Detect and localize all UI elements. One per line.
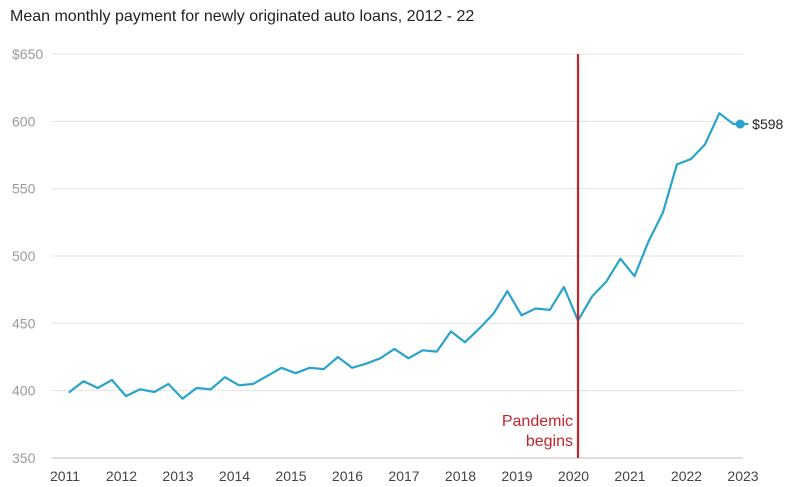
series-line xyxy=(68,112,749,400)
y-tick-label: 400 xyxy=(12,383,36,399)
x-axis-ticks: 2011 2012 2013 2014 2015 2016 2017 2018 2019 2020… xyxy=(50,468,759,484)
gridlines xyxy=(52,53,743,459)
pandemic-annotation: Pandemic begins xyxy=(502,54,580,458)
x-tick-label: 2016 xyxy=(332,468,363,484)
y-tick-label: 550 xyxy=(12,181,36,197)
x-tick-label: 2022 xyxy=(671,468,702,484)
end-point-label: $598 xyxy=(752,116,783,132)
x-tick-label: 2014 xyxy=(219,468,250,484)
x-tick-label: 2015 xyxy=(275,468,306,484)
x-tick-label: 2020 xyxy=(558,468,589,484)
x-tick-label: 2017 xyxy=(388,468,419,484)
x-tick-label: 2018 xyxy=(445,468,476,484)
pandemic-annotation-label: begins xyxy=(526,433,573,450)
series-group: $598 xyxy=(68,112,784,400)
y-tick-label: 450 xyxy=(12,315,36,331)
x-tick-label: 2019 xyxy=(501,468,532,484)
y-axis-ticks: $650 600 550 500 450 400 350 xyxy=(12,46,43,466)
pandemic-annotation-label: Pandemic xyxy=(502,413,573,430)
x-tick-label: 2023 xyxy=(727,468,758,484)
chart-title: Mean monthly payment for newly originate… xyxy=(10,8,475,25)
x-tick-label: 2011 xyxy=(50,468,80,484)
y-tick-label: 350 xyxy=(12,450,36,466)
x-tick-label: 2013 xyxy=(162,468,193,484)
x-tick-label: 2021 xyxy=(614,468,645,484)
y-tick-label: 500 xyxy=(12,248,36,264)
end-point-marker xyxy=(735,119,745,129)
y-tick-label: 600 xyxy=(12,113,36,129)
x-tick-label: 2012 xyxy=(106,468,137,484)
y-tick-label: $650 xyxy=(12,46,43,62)
